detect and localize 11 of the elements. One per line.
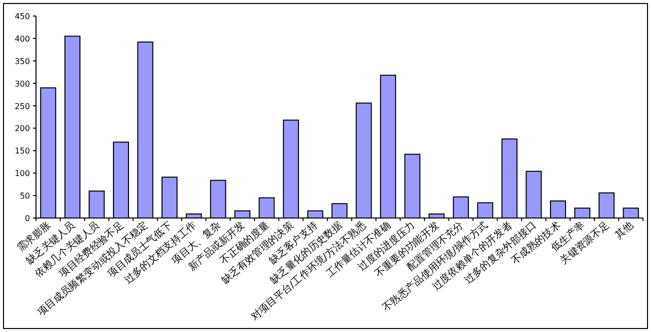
x-tick-label: 其他 xyxy=(612,219,636,242)
y-tick-label: 250 xyxy=(14,102,30,111)
y-tick-label: 350 xyxy=(14,56,30,66)
y-tick-label: 300 xyxy=(14,79,30,88)
y-tick-label: 450 xyxy=(14,12,30,21)
y-tick-label: 200 xyxy=(14,124,30,134)
y-tick-label: 150 xyxy=(14,146,30,156)
y-tick-label: 0 xyxy=(24,214,30,223)
y-tick-label: 400 xyxy=(14,34,30,44)
y-tick-label: 100 xyxy=(14,169,30,178)
y-tick-label: 50 xyxy=(20,192,30,201)
